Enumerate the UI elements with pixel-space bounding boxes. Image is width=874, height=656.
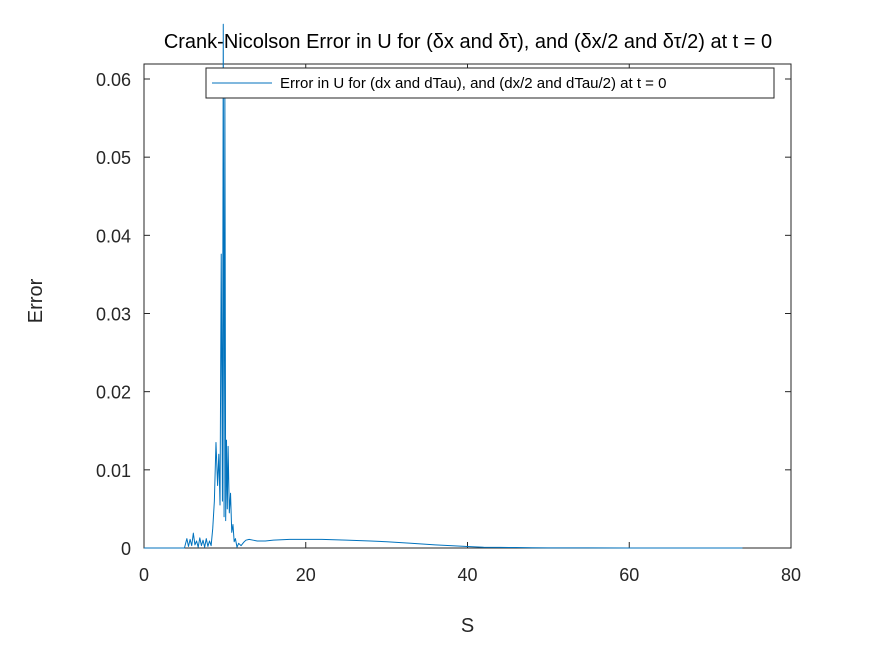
legend: Error in U for (dx and dTau), and (dx/2 … [205,67,775,99]
y-tick-label: 0.01 [96,461,131,481]
y-tick-label: 0.06 [96,70,131,90]
x-tick-label: 80 [781,565,801,585]
y-tick-label: 0.05 [96,148,131,168]
series-line-error [144,23,743,549]
x-tick-label: 40 [457,565,477,585]
legend-box [205,67,775,99]
x-tick-label: 60 [619,565,639,585]
chart-title: Crank-Nicolson Error in U for (δx and δτ… [164,31,772,53]
x-axis-label: S [461,615,474,637]
legend-label-error: Error in U for (dx and dTau), and (dx/2 … [280,75,666,92]
y-axis-label: Error [25,278,47,323]
axis-ticks: 0 20 40 60 80 0 0.01 0.02 0.03 0.04 0.05 0.06 [96,64,801,585]
y-tick-label: 0 [121,539,131,559]
y-tick-label: 0.02 [96,383,131,403]
x-tick-label: 0 [139,565,149,585]
x-tick-label: 20 [296,565,316,585]
y-tick-label: 0.04 [96,226,131,246]
plot-area [143,63,792,549]
y-tick-label: 0.03 [96,305,131,325]
